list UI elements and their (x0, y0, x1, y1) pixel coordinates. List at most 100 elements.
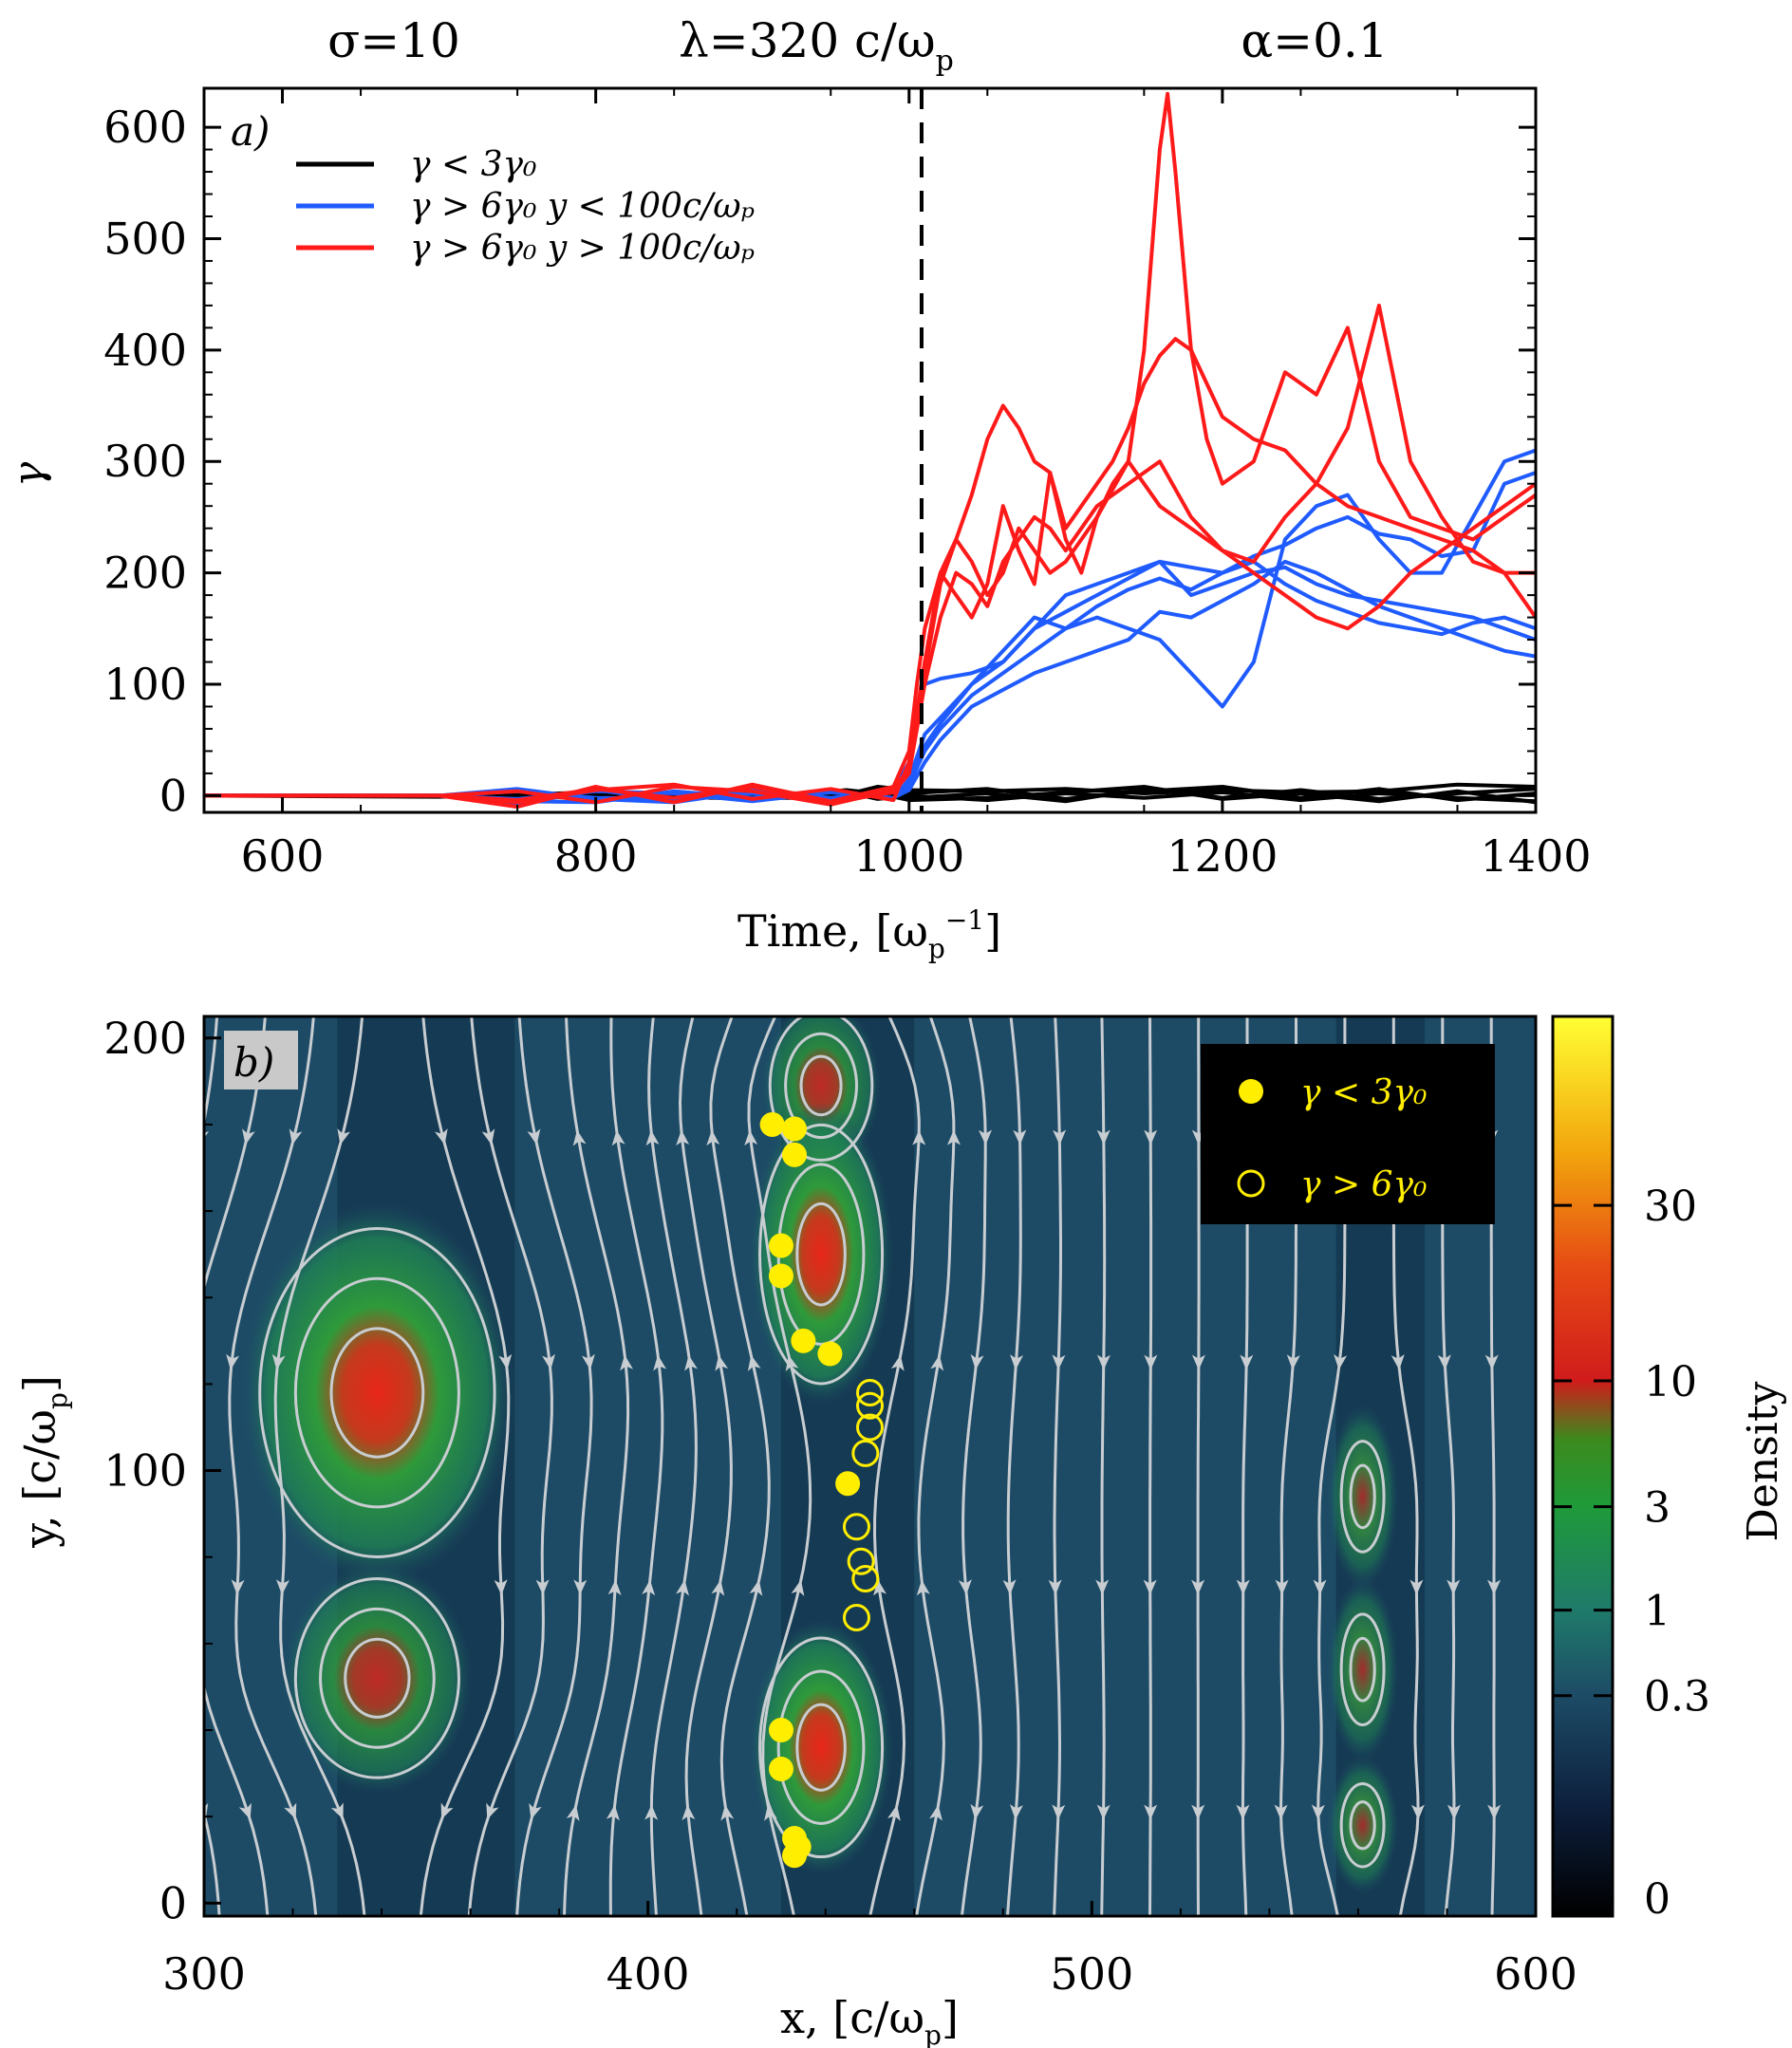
field-arrow-head (887, 1804, 901, 1821)
field-arrow-head (494, 1579, 508, 1595)
field-line (1148, 1016, 1153, 1916)
field-loop (758, 1123, 885, 1386)
field-arrow (231, 1579, 245, 1595)
field-arrow (204, 1128, 210, 1145)
field-arrow-head (242, 1128, 255, 1145)
field-arrow-head (435, 1128, 448, 1145)
field-loop (1339, 1782, 1386, 1869)
field-arrow (1334, 1353, 1348, 1370)
field-arrow-head (1002, 1579, 1017, 1595)
series-line-red-3 (204, 459, 1536, 807)
field-arrow-head (681, 1804, 696, 1821)
field-arrow (607, 1579, 622, 1595)
field-arrow-head (749, 1579, 763, 1596)
colorbar-tick-label: 0.3 (1644, 1673, 1710, 1722)
field-arrow-head (204, 1579, 205, 1595)
field-arrow (1096, 1354, 1111, 1370)
plasmoid (1326, 1575, 1399, 1763)
plasmoid (749, 1618, 893, 1876)
field-arrow (242, 1128, 255, 1145)
field-arrow (711, 1579, 725, 1596)
field-loop (258, 1227, 496, 1558)
field-line (678, 1016, 733, 1916)
field-arrow (642, 1579, 656, 1596)
y-tick-label: 0 (159, 770, 187, 821)
y-tick-label: 400 (103, 325, 187, 376)
field-line (1053, 1016, 1062, 1916)
particle-low (768, 1718, 793, 1743)
panel-b-ylabel-close: ] (14, 1375, 65, 1392)
field-arrow-head (1052, 1354, 1066, 1370)
field-arrow (440, 1802, 454, 1819)
panel-a-xlabel-sub: p (928, 933, 945, 964)
header-lambda-main: λ=320 c/ω (679, 13, 936, 68)
y-tick-label: 600 (103, 102, 187, 153)
panel-a-lines (204, 91, 1536, 810)
field-arrow-head (1095, 1579, 1110, 1595)
field-arrow-head (1191, 1579, 1205, 1595)
header-sigma: σ=10 (327, 13, 460, 68)
panel-a-xlabel-main: Time, [ω (737, 905, 928, 957)
field-arrow-head (916, 1579, 930, 1596)
field-arrow (1447, 1804, 1461, 1820)
field-arrow (1048, 1579, 1062, 1595)
field-arrow (1052, 1354, 1066, 1370)
field-arrow-head (1013, 1129, 1027, 1145)
panel-a-ticks: 600 800 1000 1200 1400 0 100 200 300 400 500 600 (103, 88, 1592, 882)
field-arrow-head (1313, 1579, 1327, 1595)
field-arrow-head (142, 1354, 158, 1370)
field-arrow-head (1487, 1804, 1502, 1820)
field-arrow (535, 1579, 550, 1595)
field-arrow-head (620, 1354, 634, 1371)
field-arrow-head (572, 1129, 587, 1146)
particle-low (781, 1843, 807, 1869)
field-arrow (289, 1128, 303, 1145)
field-arrow (1052, 1804, 1066, 1820)
field-arrow-head (611, 1129, 625, 1146)
series-line-blue-4 (204, 559, 1536, 804)
field-arrow (644, 1804, 659, 1820)
field-arrow-head (1096, 1354, 1111, 1370)
field-line (228, 1016, 318, 1916)
panel-a-xlabel-close: ] (984, 905, 1001, 957)
field-arrow (1487, 1804, 1502, 1820)
field-line (467, 1016, 553, 1916)
field-arrow-head (1286, 1354, 1300, 1370)
field-arrow-head (676, 1579, 689, 1596)
field-arrow (873, 1579, 887, 1596)
colorbar-tick-label: 1 (1644, 1588, 1671, 1636)
field-arrow-head (1191, 1804, 1205, 1820)
plasmoid (749, 1102, 893, 1406)
x-tick-label: 1400 (1480, 830, 1591, 882)
field-arrow (181, 1354, 196, 1371)
colorbar-tick-label: 30 (1644, 1182, 1697, 1231)
field-arrow (435, 1128, 448, 1145)
field-arrow (890, 1354, 905, 1371)
field-arrow (1096, 1129, 1111, 1145)
panel-a-xlabel: Time, [ωp−1] (737, 904, 1001, 964)
particle-low (817, 1341, 843, 1367)
field-line (608, 1016, 664, 1916)
colorbar-tick-label: 10 (1644, 1358, 1697, 1406)
field-arrow (930, 1354, 944, 1371)
field-arrow (645, 1129, 660, 1146)
series-line-red-1 (204, 337, 1536, 810)
field-arrow-head (573, 1579, 588, 1595)
field-arrow (958, 1579, 972, 1595)
legend-marker (1239, 1079, 1263, 1104)
field-arrow-head (1487, 1579, 1502, 1595)
field-arrow (1236, 1804, 1250, 1820)
field-arrow-head (644, 1804, 659, 1820)
field-arrow-head (1048, 1579, 1062, 1595)
field-loop (1349, 1463, 1376, 1530)
field-arrow-head (529, 1802, 542, 1820)
panel-b-ticks: 300 400 500 600 0 100 200 (103, 1013, 1577, 2000)
field-arrow (498, 1353, 513, 1370)
field-arrow (1236, 1579, 1250, 1595)
field-arrow-head (1236, 1579, 1250, 1595)
panel-a-ylabel: γ (5, 461, 53, 487)
field-arrow (916, 1579, 930, 1596)
field-arrow-head (1144, 1804, 1158, 1820)
